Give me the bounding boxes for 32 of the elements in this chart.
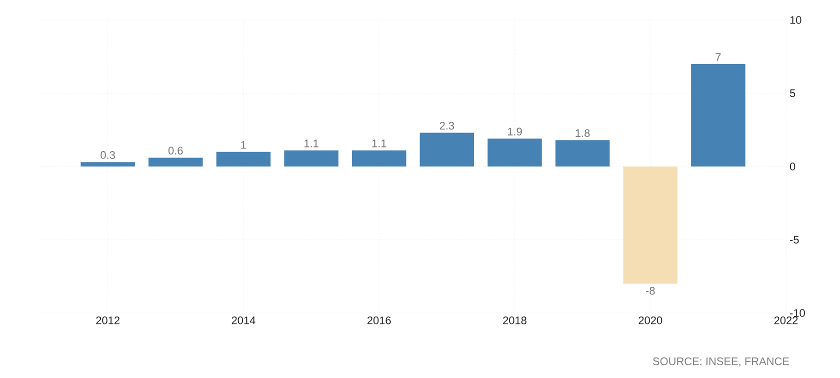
x-tick-label: 2012 [96,316,120,324]
bar [216,152,271,166]
bar [555,140,610,166]
data-label: 1.1 [372,140,386,148]
data-label: 0.6 [168,146,183,155]
data-label: 1 [241,141,246,149]
y-tick-label: 0 [790,162,796,170]
bar [148,158,203,166]
bar [80,162,135,166]
x-tick-label: 2018 [503,316,526,324]
y-tick-label: 5 [790,89,796,98]
bar [284,150,338,166]
bar [488,138,542,166]
data-label: 1.1 [304,140,318,148]
bar [691,64,746,166]
source-note: SOURCE: INSEE, FRANCE [652,357,789,366]
x-tick-label: 2014 [232,316,256,324]
bar [420,132,474,166]
data-label: 1.8 [576,129,590,137]
data-label: 1.9 [508,128,522,136]
data-label: 2.3 [440,122,454,130]
bar [352,150,406,166]
x-tick-label: 2016 [367,316,391,324]
data-label: 0.3 [100,151,115,159]
y-tick-label: 10 [790,16,802,24]
y-tick-label: -10 [790,309,805,317]
x-tick-label: 2022 [774,316,798,324]
data-label: -8 [646,286,655,295]
y-tick-label: -5 [790,236,799,244]
bar [623,166,678,284]
data-label: 7 [716,53,721,61]
x-tick-label: 2020 [638,316,662,324]
